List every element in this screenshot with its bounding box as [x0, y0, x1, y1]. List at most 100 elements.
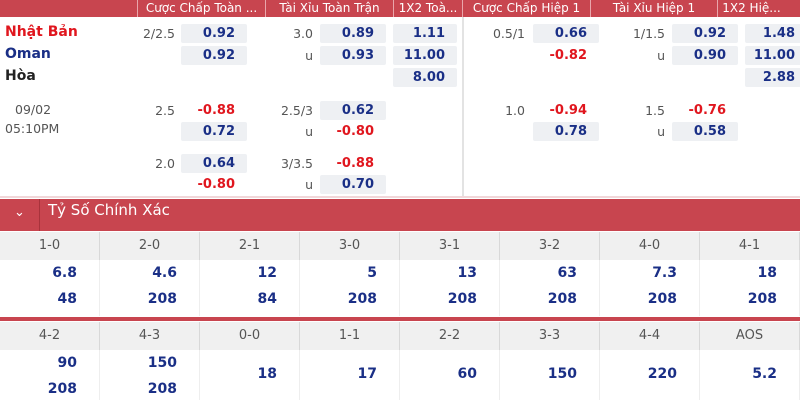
h1-over-under-line: 1.5 [645, 103, 665, 118]
score-odds-cell[interactable]: 5.2 [700, 350, 800, 400]
score-odds-cell[interactable]: 18 208 [700, 260, 800, 316]
score-odds-value[interactable]: 4.6 [152, 265, 177, 281]
h1-handicap-odds-button[interactable]: -0.94 [549, 103, 587, 118]
h1-over-under-line: 1/1.5 [632, 26, 665, 41]
column-header: Cược Chấp Hiệp 1 [462, 0, 590, 17]
ft-over-under-line: 3.0 [293, 26, 313, 41]
column-header: 1X2 Toà... [393, 0, 462, 17]
score-odds-value[interactable]: 18 [757, 265, 777, 281]
ft-handicap-odds-button[interactable]: -0.88 [197, 103, 235, 118]
score-odds-cell[interactable]: 6.8 48 [0, 260, 100, 316]
ft-handicap-line: 2.5 [155, 103, 175, 118]
score-odds-value[interactable]: 6.8 [52, 265, 77, 281]
score-odds-value[interactable]: 208 [447, 291, 477, 307]
score-odds-cell[interactable]: 150 208 [100, 350, 200, 400]
h1-over-under-odds-button[interactable]: 0.90 [672, 46, 738, 65]
score-odds-value[interactable]: 220 [647, 366, 677, 382]
ft-over-under-odds-button[interactable]: 0.93 [320, 46, 386, 65]
score-odds-value[interactable]: 208 [547, 291, 577, 307]
score-odds-cell[interactable]: 150 [500, 350, 600, 400]
h1-over-under-odds-button[interactable]: 0.92 [672, 24, 738, 43]
score-label: 3-0 [300, 232, 400, 260]
h1-handicap-odds-button[interactable]: -0.82 [549, 48, 587, 63]
score-odds-cell[interactable]: 63 208 [500, 260, 600, 316]
score-odds-value[interactable]: 63 [557, 265, 577, 281]
ft-handicap-odds-button[interactable]: 0.92 [181, 24, 247, 43]
h1-1x2-odds-button[interactable]: 11.00 [745, 46, 800, 65]
ft-handicap-odds-button[interactable]: 0.92 [181, 46, 247, 65]
score-odds-cell[interactable]: 17 [300, 350, 400, 400]
score-odds-cell[interactable]: 4.6 208 [100, 260, 200, 316]
ft-1x2-odds-button[interactable]: 1.11 [393, 24, 457, 43]
h1-handicap-odds-button[interactable]: 0.66 [533, 24, 599, 43]
score-odds-value[interactable]: 150 [547, 366, 577, 382]
ft-handicap-odds-button[interactable]: 0.72 [181, 122, 247, 141]
score-label: 2-1 [200, 232, 300, 260]
ft-handicap-odds-button[interactable]: 0.64 [181, 154, 247, 173]
h1-over-under-odds-button[interactable]: -0.76 [688, 103, 726, 118]
divider [0, 196, 800, 198]
score-label: 2-2 [400, 322, 500, 350]
h1-1x2-odds-button[interactable]: 1.48 [745, 24, 800, 43]
score-odds-value[interactable]: 5 [367, 265, 377, 281]
score-odds-value[interactable]: 13 [457, 265, 477, 281]
h1-1x2-odds-button[interactable]: 2.88 [745, 68, 800, 87]
score-odds-cell[interactable]: 60 [400, 350, 500, 400]
score-label: 4-4 [600, 322, 700, 350]
score-odds-value[interactable]: 208 [647, 291, 677, 307]
score-odds-cell[interactable]: 5 208 [300, 260, 400, 316]
score-odds-value[interactable]: 18 [257, 366, 277, 382]
team-away: Oman [5, 46, 51, 62]
score-odds-cell[interactable]: 13 208 [400, 260, 500, 316]
score-odds-value[interactable]: 150 [147, 355, 177, 371]
ft-over-under-odds-button[interactable]: -0.80 [336, 124, 374, 139]
ft-handicap-line: 2/2.5 [142, 26, 175, 41]
score-odds-value[interactable]: 48 [57, 291, 77, 307]
score-odds-value[interactable]: 208 [347, 291, 377, 307]
h1-over-under-odds-button[interactable]: 0.58 [672, 122, 738, 141]
score-odds-value[interactable]: 208 [147, 291, 177, 307]
panel-divider [462, 17, 464, 197]
score-odds-cell[interactable]: 7.3 208 [600, 260, 700, 316]
score-label: 4-0 [600, 232, 700, 260]
score-odds-value[interactable]: 84 [257, 291, 277, 307]
ft-1x2-odds-button[interactable]: 8.00 [393, 68, 457, 87]
ft-over-under-line: u [305, 124, 313, 139]
score-odds-cell[interactable]: 90 208 [0, 350, 100, 400]
section-title: Tỷ Số Chính Xác [48, 201, 170, 219]
ft-over-under-odds-button[interactable]: 0.62 [320, 101, 386, 120]
score-odds-value[interactable]: 208 [47, 381, 77, 397]
h1-handicap-odds-button[interactable]: 0.78 [533, 122, 599, 141]
match-date: 09/02 [15, 102, 52, 117]
ft-over-under-odds-button[interactable]: -0.88 [336, 156, 374, 171]
ft-over-under-line: u [305, 48, 313, 63]
h1-handicap-line: 1.0 [505, 103, 525, 118]
ft-handicap-odds-button[interactable]: -0.80 [197, 177, 235, 192]
score-odds-value[interactable]: 7.3 [652, 265, 677, 281]
score-odds-value[interactable]: 17 [357, 366, 377, 382]
h1-over-under-line: u [657, 48, 665, 63]
score-odds-value[interactable]: 60 [457, 366, 477, 382]
team-home: Nhật Bản [5, 24, 78, 40]
score-odds-value[interactable]: 5.2 [752, 366, 777, 382]
score-odds-cell[interactable]: 12 84 [200, 260, 300, 316]
score-odds-cell[interactable]: 18 [200, 350, 300, 400]
score-label: 4-1 [700, 232, 800, 260]
ft-over-under-odds-button[interactable]: 0.89 [320, 24, 386, 43]
ft-over-under-odds-button[interactable]: 0.70 [320, 175, 386, 194]
score-odds-value[interactable]: 12 [257, 265, 277, 281]
correct-score-header[interactable]: ⌄ Tỷ Số Chính Xác [0, 199, 800, 231]
score-odds-value[interactable]: 90 [57, 355, 77, 371]
score-odds-value[interactable]: 208 [747, 291, 777, 307]
score-odds-cell[interactable]: 220 [600, 350, 700, 400]
score-label: AOS [700, 322, 800, 350]
match-time: 05:10PM [5, 121, 60, 136]
score-odds-value[interactable]: 208 [147, 381, 177, 397]
score-label: 4-2 [0, 322, 100, 350]
chevron-down-icon[interactable]: ⌄ [0, 199, 40, 231]
column-header: Cược Chấp Toàn ... [137, 0, 265, 17]
score-label: 3-3 [500, 322, 600, 350]
ft-over-under-line: u [305, 177, 313, 192]
odds-header-bar: Cược Chấp Toàn ... Tài Xỉu Toàn Trận 1X2 T… [0, 0, 800, 17]
ft-1x2-odds-button[interactable]: 11.00 [393, 46, 457, 65]
